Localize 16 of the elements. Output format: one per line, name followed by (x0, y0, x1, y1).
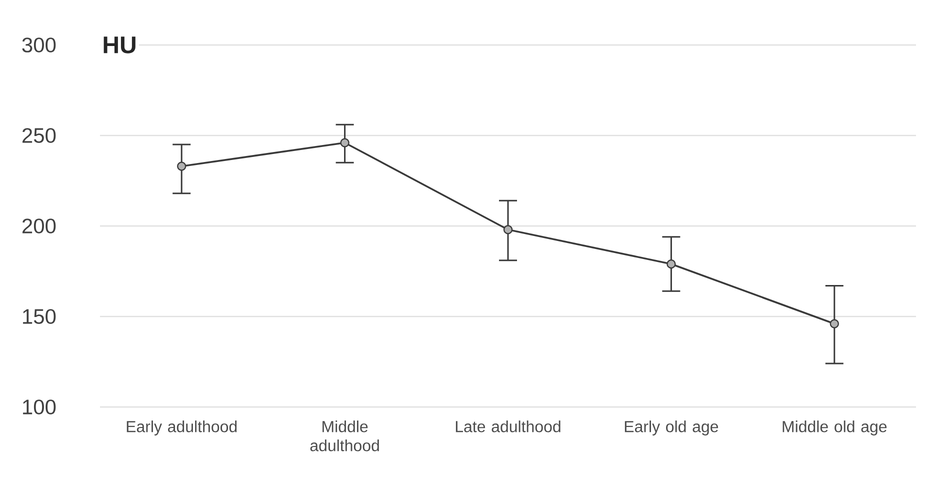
y-tick-label: 200 (22, 218, 56, 234)
point (830, 319, 839, 328)
x-tick-label: Late adulthood (456, 420, 560, 432)
x-tick-label: Middle old age (782, 420, 887, 436)
x-tick-label: Early old age (624, 420, 718, 436)
y-tick-label: 300 (22, 38, 56, 52)
x-tick-label: Middle adulthood (310, 420, 379, 452)
y-tick-label: 100 (23, 400, 56, 414)
y-tick-label: 250 (22, 128, 56, 143)
y-tick-label: 150 (23, 309, 56, 324)
point (666, 259, 676, 269)
point (503, 225, 513, 234)
point (340, 138, 350, 148)
point (177, 162, 186, 171)
y-axis-title: HU (104, 36, 136, 54)
x-tick-label: Early adulthood (126, 420, 237, 436)
